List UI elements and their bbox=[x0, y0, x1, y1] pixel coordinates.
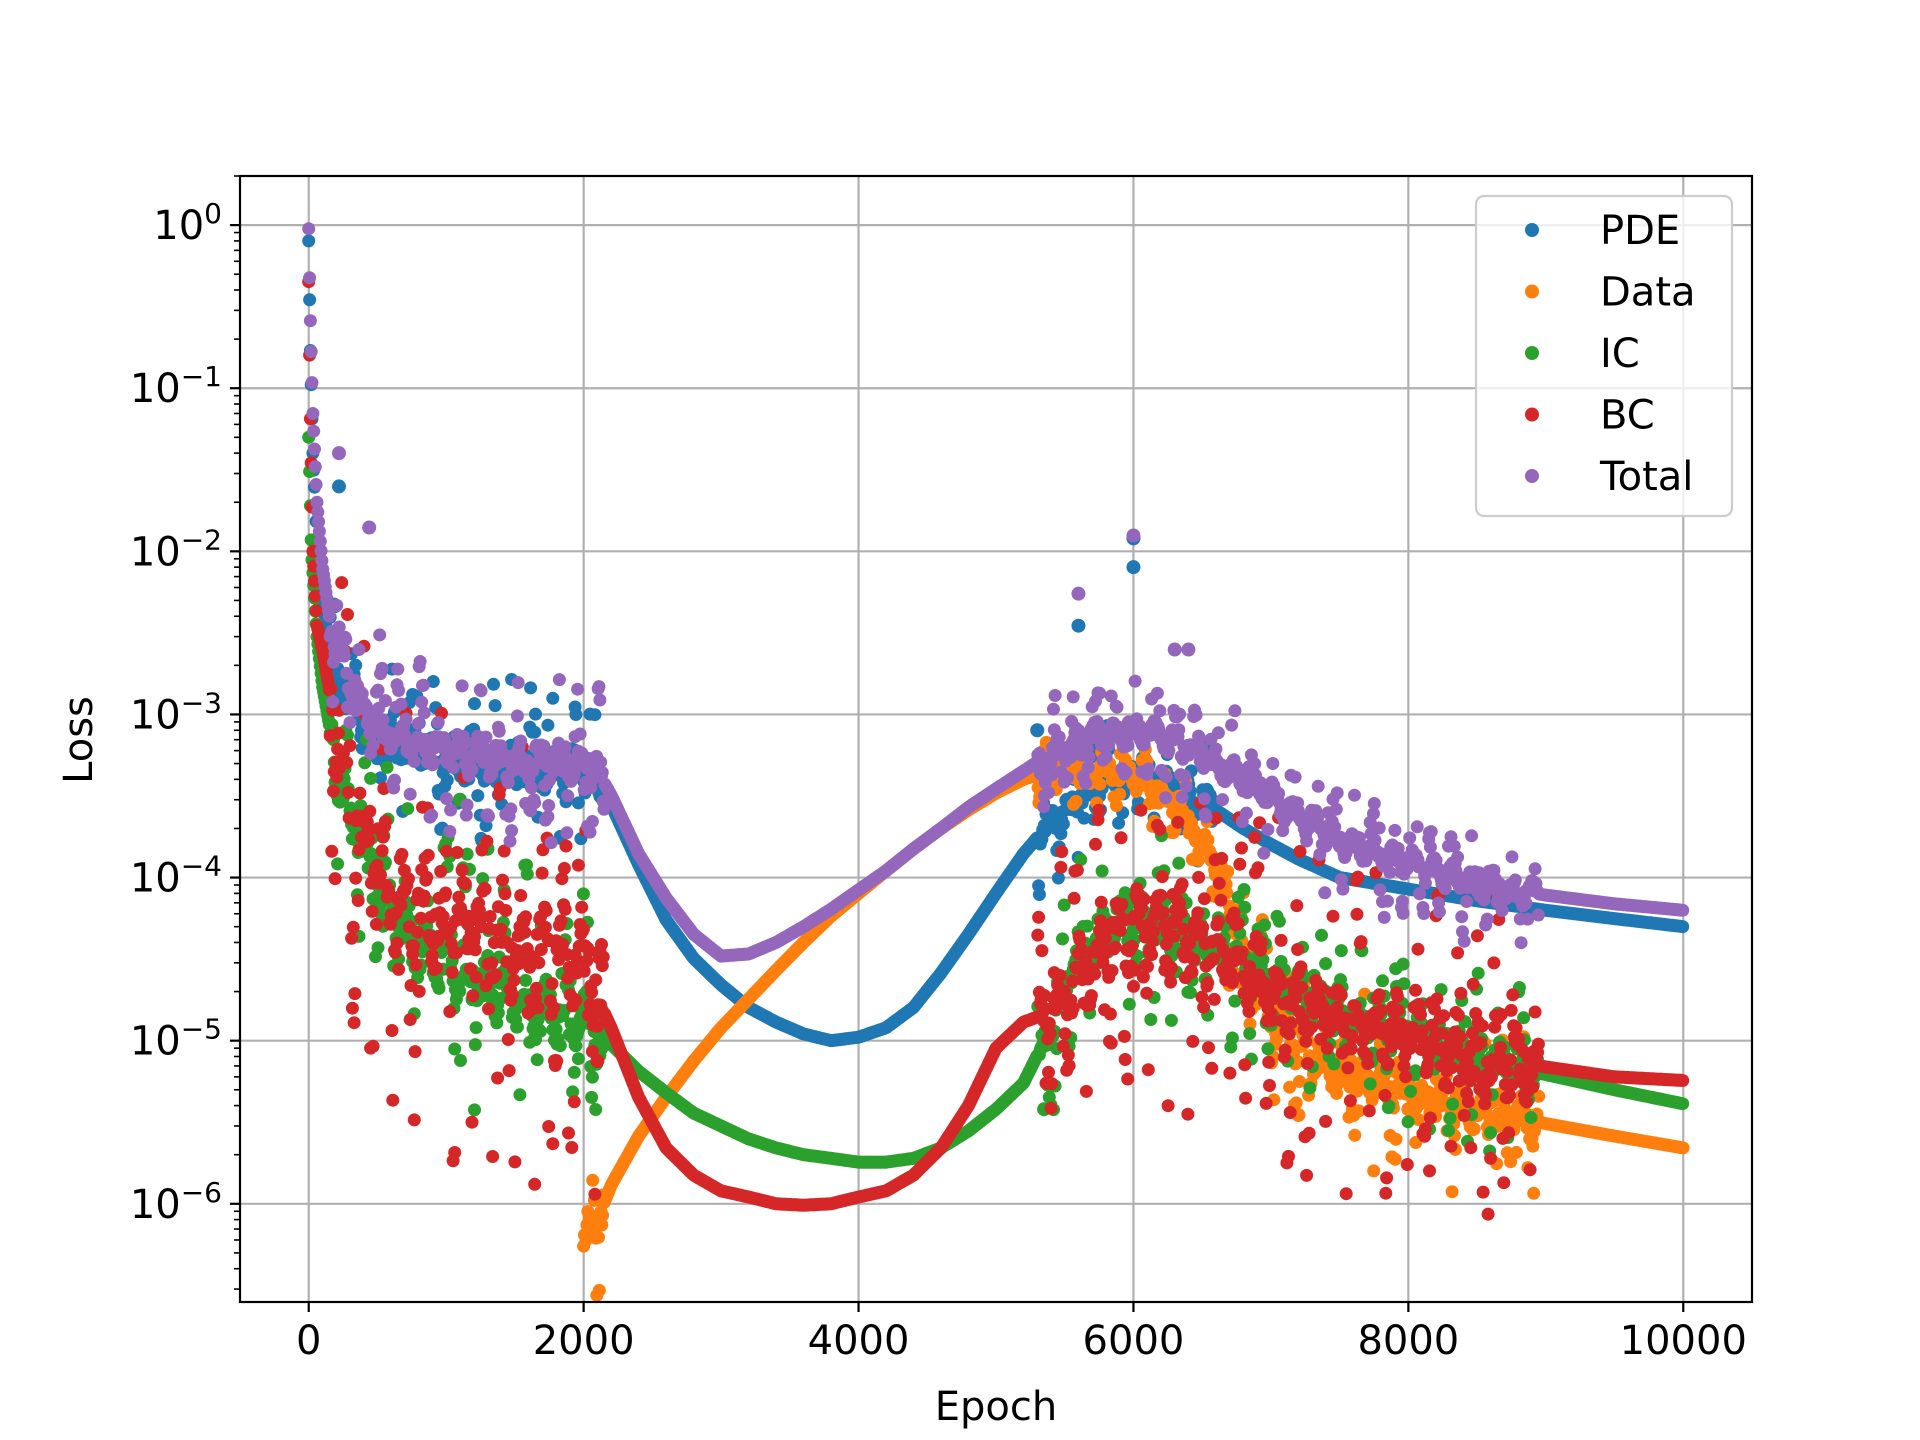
series-data-spike-point bbox=[1401, 1102, 1416, 1117]
series-total bbox=[302, 222, 1690, 963]
y-tick-label: 10−2 bbox=[130, 523, 222, 575]
series-bc-spike-point bbox=[590, 1054, 605, 1069]
series-pde-spike-point bbox=[1071, 618, 1086, 633]
series-total-spike-point bbox=[1126, 528, 1141, 543]
legend-box bbox=[1474, 194, 1734, 518]
legend-label-ic: IC bbox=[1600, 331, 1640, 377]
series-pde-spike-point bbox=[1126, 560, 1141, 575]
legend-marker-total bbox=[1525, 469, 1539, 483]
legend-label-pde: PDE bbox=[1600, 208, 1680, 254]
x-tick-label: 4000 bbox=[808, 1318, 910, 1364]
series-pde-spike-point bbox=[331, 479, 346, 494]
legend-label-bc: BC bbox=[1600, 393, 1655, 439]
x-axis-label: Epoch bbox=[935, 1384, 1057, 1430]
x-tick-label: 8000 bbox=[1357, 1318, 1459, 1364]
legend-marker-ic bbox=[1525, 346, 1539, 360]
series-layer bbox=[302, 222, 1690, 1302]
legend-marker-data bbox=[1525, 284, 1539, 299]
legend-marker-bc bbox=[1525, 407, 1539, 422]
series-total-points bbox=[302, 222, 1690, 963]
series-total-spike-point bbox=[1181, 642, 1196, 657]
x-tick-label: 10000 bbox=[1620, 1318, 1747, 1364]
series-data-spike-point bbox=[1346, 1108, 1361, 1123]
series-total-spike-point bbox=[1167, 642, 1182, 657]
x-tick-label: 2000 bbox=[533, 1318, 635, 1364]
y-tick-label: 10−1 bbox=[130, 360, 222, 412]
x-axis-ticks: 0 2000 4000 6000 8000 10000 bbox=[296, 1302, 1747, 1364]
series-bc-spike-point bbox=[549, 1054, 564, 1069]
series-total-spike-point bbox=[362, 520, 377, 535]
legend: PDE Data IC BC Total bbox=[1474, 194, 1734, 518]
y-axis-label: Loss bbox=[56, 696, 102, 784]
y-tick-label: 10−3 bbox=[130, 686, 222, 738]
legend-label-data: Data bbox=[1600, 270, 1696, 316]
y-tick-label: 10−5 bbox=[130, 1013, 222, 1065]
y-axis-ticks: 100 10−1 10−2 10−3 10−4 10−5 10−6 bbox=[130, 175, 240, 1290]
series-bc bbox=[302, 275, 1690, 1221]
series-pde-spike-point bbox=[1030, 723, 1045, 738]
x-tick-label: 6000 bbox=[1083, 1318, 1185, 1364]
legend-marker-pde bbox=[1525, 223, 1539, 237]
y-tick-label: 100 bbox=[153, 197, 222, 249]
y-tick-label: 10−4 bbox=[130, 850, 222, 902]
series-total-spike-point bbox=[1071, 586, 1086, 601]
x-tick-label: 0 bbox=[296, 1318, 321, 1364]
series-total-spike-point bbox=[331, 446, 346, 461]
legend-label-total: Total bbox=[1599, 454, 1693, 500]
y-tick-label: 10−6 bbox=[130, 1176, 222, 1228]
